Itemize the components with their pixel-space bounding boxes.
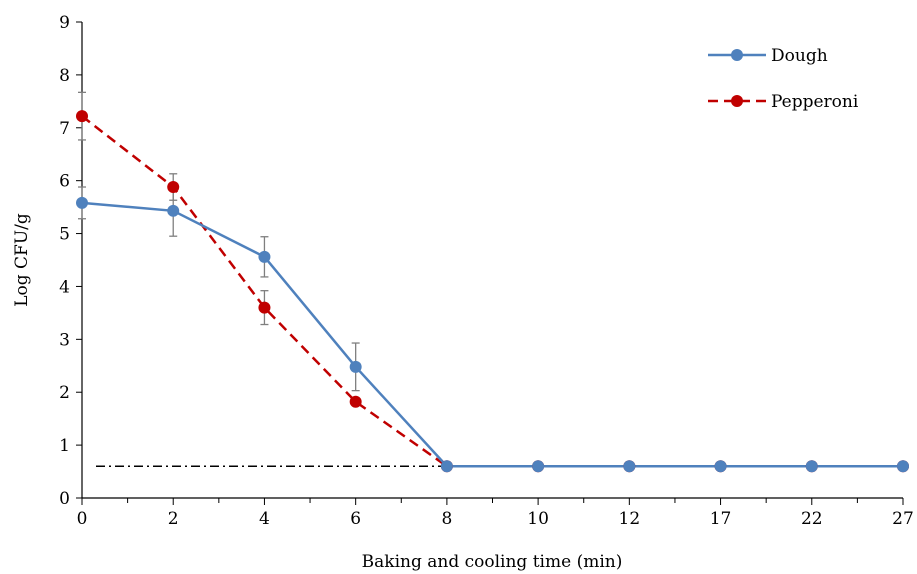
- data-point-dough: [440, 460, 453, 473]
- y-tick-label: 4: [59, 277, 70, 297]
- y-ticks: 0 1 2 3 4 5 6 7 8 9: [59, 13, 82, 509]
- y-tick-label: 0: [59, 489, 70, 509]
- data-point-pepperoni: [349, 395, 362, 408]
- legend-label-pepperoni: Pepperoni: [771, 92, 859, 112]
- series-line-pepperoni: [81, 115, 903, 468]
- data-point-pepperoni: [167, 181, 180, 194]
- y-tick-label: 5: [59, 225, 70, 245]
- data-point-pepperoni: [258, 301, 271, 314]
- series-line-dough: [81, 201, 903, 468]
- x-tick-label: 4: [259, 509, 270, 529]
- x-tick-label: 8: [441, 509, 452, 529]
- legend-label-dough: Dough: [771, 46, 828, 66]
- y-tick-label: 3: [59, 330, 70, 350]
- y-axis-title: Log CFU/g: [12, 213, 32, 307]
- x-tick-label: 27: [892, 509, 914, 529]
- y-tick-label: 2: [59, 383, 70, 403]
- x-tick-label: 6: [350, 509, 361, 529]
- x-tick-label: 2: [168, 509, 179, 529]
- y-tick-label: 8: [59, 66, 70, 86]
- data-point-dough: [258, 250, 271, 263]
- y-tick-label: 9: [59, 13, 70, 33]
- x-tick-label: 10: [527, 509, 549, 529]
- data-point-dough: [532, 460, 545, 473]
- x-tick-label: 22: [801, 509, 823, 529]
- x-tick-label: 12: [619, 509, 641, 529]
- data-point-dough: [167, 204, 180, 217]
- legend-swatch-pepperoni-marker: [731, 95, 743, 107]
- data-point-dough: [714, 460, 727, 473]
- y-tick-label: 7: [59, 119, 70, 139]
- data-point-dough: [349, 360, 362, 373]
- data-point-dough: [76, 196, 88, 209]
- x-ticks: 0 2 4 6 8 10 12 17 22 27: [77, 498, 914, 529]
- x-axis-title: Baking and cooling time (min): [362, 552, 623, 572]
- data-point-dough: [805, 460, 818, 473]
- x-tick-label: 0: [77, 509, 88, 529]
- y-tick-label: 6: [59, 172, 70, 192]
- y-tick-label: 1: [59, 436, 70, 456]
- data-point-dough: [897, 460, 909, 473]
- error-bars: [78, 91, 360, 392]
- x-tick-label: 17: [710, 509, 732, 529]
- legend-swatch-dough-marker: [731, 49, 743, 61]
- legend: Dough Pepperoni: [708, 46, 859, 112]
- series-layer: [76, 110, 909, 473]
- data-point-pepperoni: [76, 110, 88, 123]
- data-point-dough: [623, 460, 636, 473]
